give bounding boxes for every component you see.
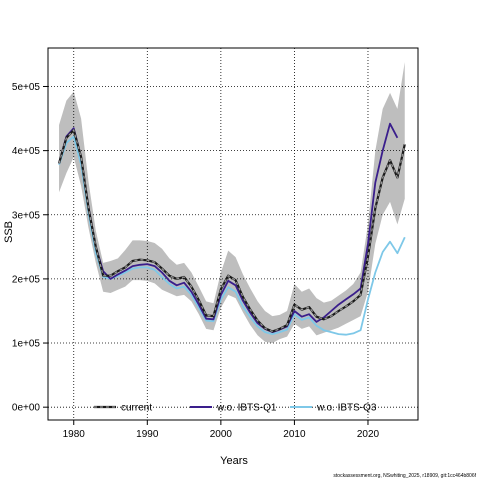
confidence-band-layer	[59, 62, 405, 344]
y-tick-label: 4e+05	[12, 146, 41, 157]
x-tick-label: 2000	[210, 429, 233, 440]
series-line-w-o-ibts-q3	[58, 135, 406, 336]
x-tick-label: 2010	[283, 429, 306, 440]
grid-layer	[48, 48, 418, 420]
series-line-w-o-ibts-q1	[58, 122, 399, 333]
axis-layer: 1980 1990 2000 2010 2020 0e+00 1e+05 2e+05 3e+05…	[12, 82, 380, 440]
x-tick-label: 2020	[357, 429, 380, 440]
y-tick-label: 1e+05	[12, 339, 41, 350]
legend-label-w-o-ibts-q3: w.o. IBTS-Q3	[316, 403, 377, 414]
y-tick-label: 3e+05	[12, 210, 41, 221]
legend-label-current: current	[121, 403, 152, 414]
x-axis-title: Years	[220, 455, 248, 467]
x-tick-label: 1980	[63, 429, 86, 440]
x-tick-label: 1990	[136, 429, 159, 440]
series-layer	[57, 122, 406, 336]
y-tick-label: 0e+00	[12, 403, 41, 414]
legend: current w.o. IBTS-Q1 w.o. IBTS-Q3	[94, 403, 377, 414]
y-tick-label: 2e+05	[12, 274, 41, 285]
y-axis-title: SSB	[3, 221, 15, 243]
y-tick-label: 5e+05	[12, 82, 41, 93]
plot-frame	[47, 47, 419, 421]
series-line-current-dash	[58, 128, 406, 333]
footnote: stockassessment.org, NSwhiting_2025, r18…	[333, 473, 476, 479]
confidence-band	[59, 62, 405, 344]
legend-label-w-o-ibts-q1: w.o. IBTS-Q1	[216, 403, 277, 414]
